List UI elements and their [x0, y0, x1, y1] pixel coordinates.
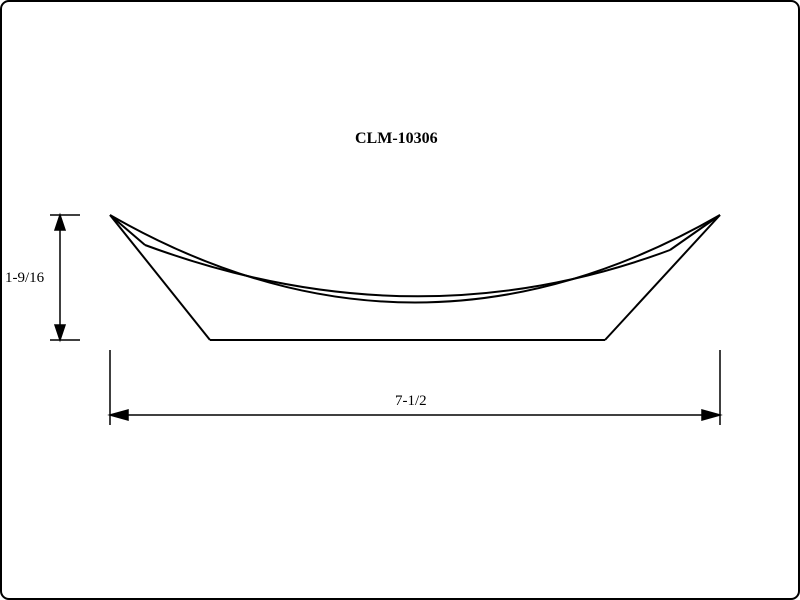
cove-lower-arc	[145, 245, 670, 296]
cove-upper-arc	[110, 215, 720, 303]
left-bottom-chamfer	[110, 215, 210, 340]
part-number-title: CLM-10306	[355, 130, 438, 148]
left-top-chamfer	[110, 215, 145, 245]
right-bottom-chamfer	[605, 215, 720, 340]
technical-drawing	[0, 0, 800, 600]
height-dim-label: 1-9/16	[5, 270, 44, 287]
height-arrow-top	[55, 215, 65, 230]
height-arrow-bottom	[55, 325, 65, 340]
profile-shape	[110, 215, 720, 340]
drawing-border	[1, 1, 799, 599]
height-dimension	[50, 215, 80, 340]
width-arrow-left	[110, 410, 128, 420]
right-top-chamfer	[670, 215, 720, 250]
width-arrow-right	[702, 410, 720, 420]
width-dim-label: 7-1/2	[395, 393, 427, 410]
width-dimension	[110, 350, 720, 425]
